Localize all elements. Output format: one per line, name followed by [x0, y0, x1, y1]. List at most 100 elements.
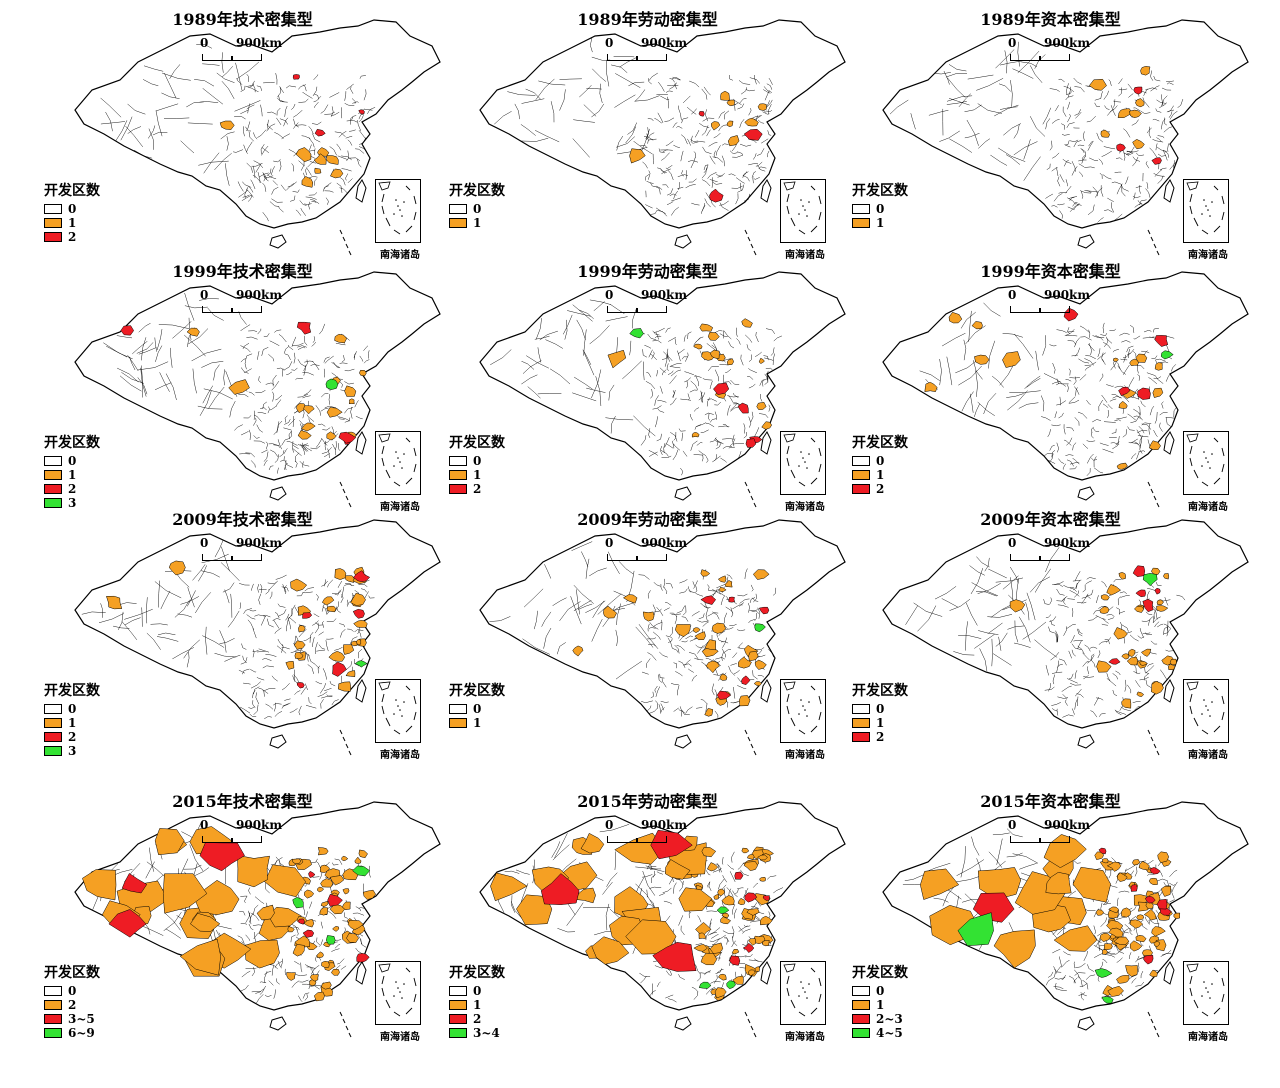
zone-region — [290, 578, 308, 592]
zone-region — [752, 569, 770, 580]
south-china-sea-inset — [780, 431, 826, 495]
zone-region — [325, 935, 336, 945]
legend-swatch — [449, 986, 467, 996]
nine-dash-line — [413, 195, 417, 205]
zone-region — [154, 828, 185, 856]
china-map — [882, 801, 1249, 1038]
island-dot — [395, 199, 397, 201]
zone-region — [1142, 598, 1154, 613]
inset-coast — [783, 963, 796, 973]
nine-dash-line — [413, 977, 417, 987]
zone-region — [108, 909, 147, 938]
nine-dash-line — [405, 477, 413, 485]
zone-region — [329, 875, 345, 886]
legend-entry: 2 — [44, 730, 100, 744]
scale-distance: 900km — [236, 36, 283, 50]
legend-label: 2 — [68, 482, 77, 496]
zone-region — [1169, 658, 1177, 666]
legend-entry: 2 — [852, 482, 908, 496]
zone-region — [700, 569, 711, 577]
island-dot — [1203, 451, 1205, 453]
zone-region — [745, 438, 757, 448]
zone-region — [754, 659, 767, 670]
boundary-dash — [348, 250, 352, 256]
zone-region — [757, 854, 768, 861]
zone-region — [753, 681, 762, 687]
zone-region — [734, 871, 744, 880]
island-dot — [401, 215, 403, 217]
island-dot — [399, 461, 401, 463]
zone-region — [362, 889, 377, 900]
zone-region — [957, 912, 994, 947]
development-zone-regions — [1088, 66, 1162, 165]
map-panel: 2009年技术密集型 0 900km 开发区数 0 1 2 3 南海诸岛 — [40, 510, 445, 761]
zone-region — [1127, 648, 1136, 657]
scale-zero: 0 — [1008, 288, 1017, 302]
zone-region — [317, 886, 325, 893]
zone-region — [720, 90, 730, 101]
legend-entry: 2 — [44, 998, 100, 1012]
legend-entry: 0 — [852, 702, 908, 716]
scale-distance: 900km — [236, 288, 283, 302]
zone-region — [326, 155, 339, 165]
nine-dash-line — [1221, 695, 1225, 705]
nine-dash-line — [413, 711, 417, 721]
legend-entry: 0 — [852, 454, 908, 468]
zone-region — [314, 128, 326, 137]
nine-dash-line — [381, 705, 385, 715]
nine-dash-line — [385, 469, 391, 479]
zone-region — [295, 147, 312, 163]
legend-swatch — [852, 1000, 870, 1010]
nine-dash-line — [1201, 481, 1209, 487]
zone-region — [264, 864, 307, 898]
inset-map — [783, 681, 822, 735]
zone-region — [741, 318, 753, 328]
zone-region — [713, 382, 730, 395]
zone-region — [1135, 353, 1148, 363]
zone-region — [754, 966, 760, 972]
map-panel: 1989年劳动密集型 0 900km 开发区数 0 1 南海诸岛 — [445, 10, 850, 261]
legend-title: 开发区数 — [449, 965, 505, 981]
zone-region — [296, 321, 312, 335]
legend-swatch — [449, 1014, 467, 1024]
boundary-dash — [1150, 1018, 1154, 1024]
zone-region — [1154, 587, 1161, 595]
nine-dash-line — [405, 967, 411, 973]
zone-region — [302, 612, 313, 619]
zone-region — [704, 639, 717, 651]
zone-region — [1103, 943, 1113, 950]
island-dot — [1203, 699, 1205, 701]
island-dot — [1205, 705, 1207, 707]
legend-entry: 1 — [449, 216, 505, 230]
zone-region — [301, 176, 314, 188]
boundary-dash — [345, 495, 349, 501]
zone-region — [337, 681, 351, 692]
island-dot — [1209, 215, 1211, 217]
legend-label: 3 — [68, 744, 77, 758]
china-map — [74, 19, 441, 256]
zone-region — [1102, 858, 1109, 864]
zone-region — [709, 349, 720, 359]
scale-distance: 900km — [1044, 536, 1091, 550]
zone-region — [293, 640, 306, 650]
boundary-dash — [1150, 736, 1154, 742]
legend-label: 1 — [473, 216, 482, 230]
legend-swatch — [852, 456, 870, 466]
scale-distance: 900km — [1044, 36, 1091, 50]
panel-title: 1989年劳动密集型 — [577, 10, 718, 29]
zone-region — [709, 942, 724, 954]
zone-region — [732, 975, 744, 985]
panel-title: 1999年劳动密集型 — [577, 262, 718, 281]
inset-label: 南海诸岛 — [380, 1032, 420, 1043]
zone-region — [709, 188, 724, 203]
taiwan-island — [355, 679, 367, 703]
zone-region — [304, 889, 315, 899]
legend-entry: 1 — [44, 216, 100, 230]
nine-dash-line — [790, 999, 796, 1009]
legend-swatch — [44, 204, 62, 214]
zone-region — [303, 405, 315, 415]
island-dot — [403, 983, 405, 985]
zone-region — [1149, 867, 1161, 875]
nine-dash-line — [798, 729, 806, 735]
zone-region — [1088, 78, 1107, 91]
